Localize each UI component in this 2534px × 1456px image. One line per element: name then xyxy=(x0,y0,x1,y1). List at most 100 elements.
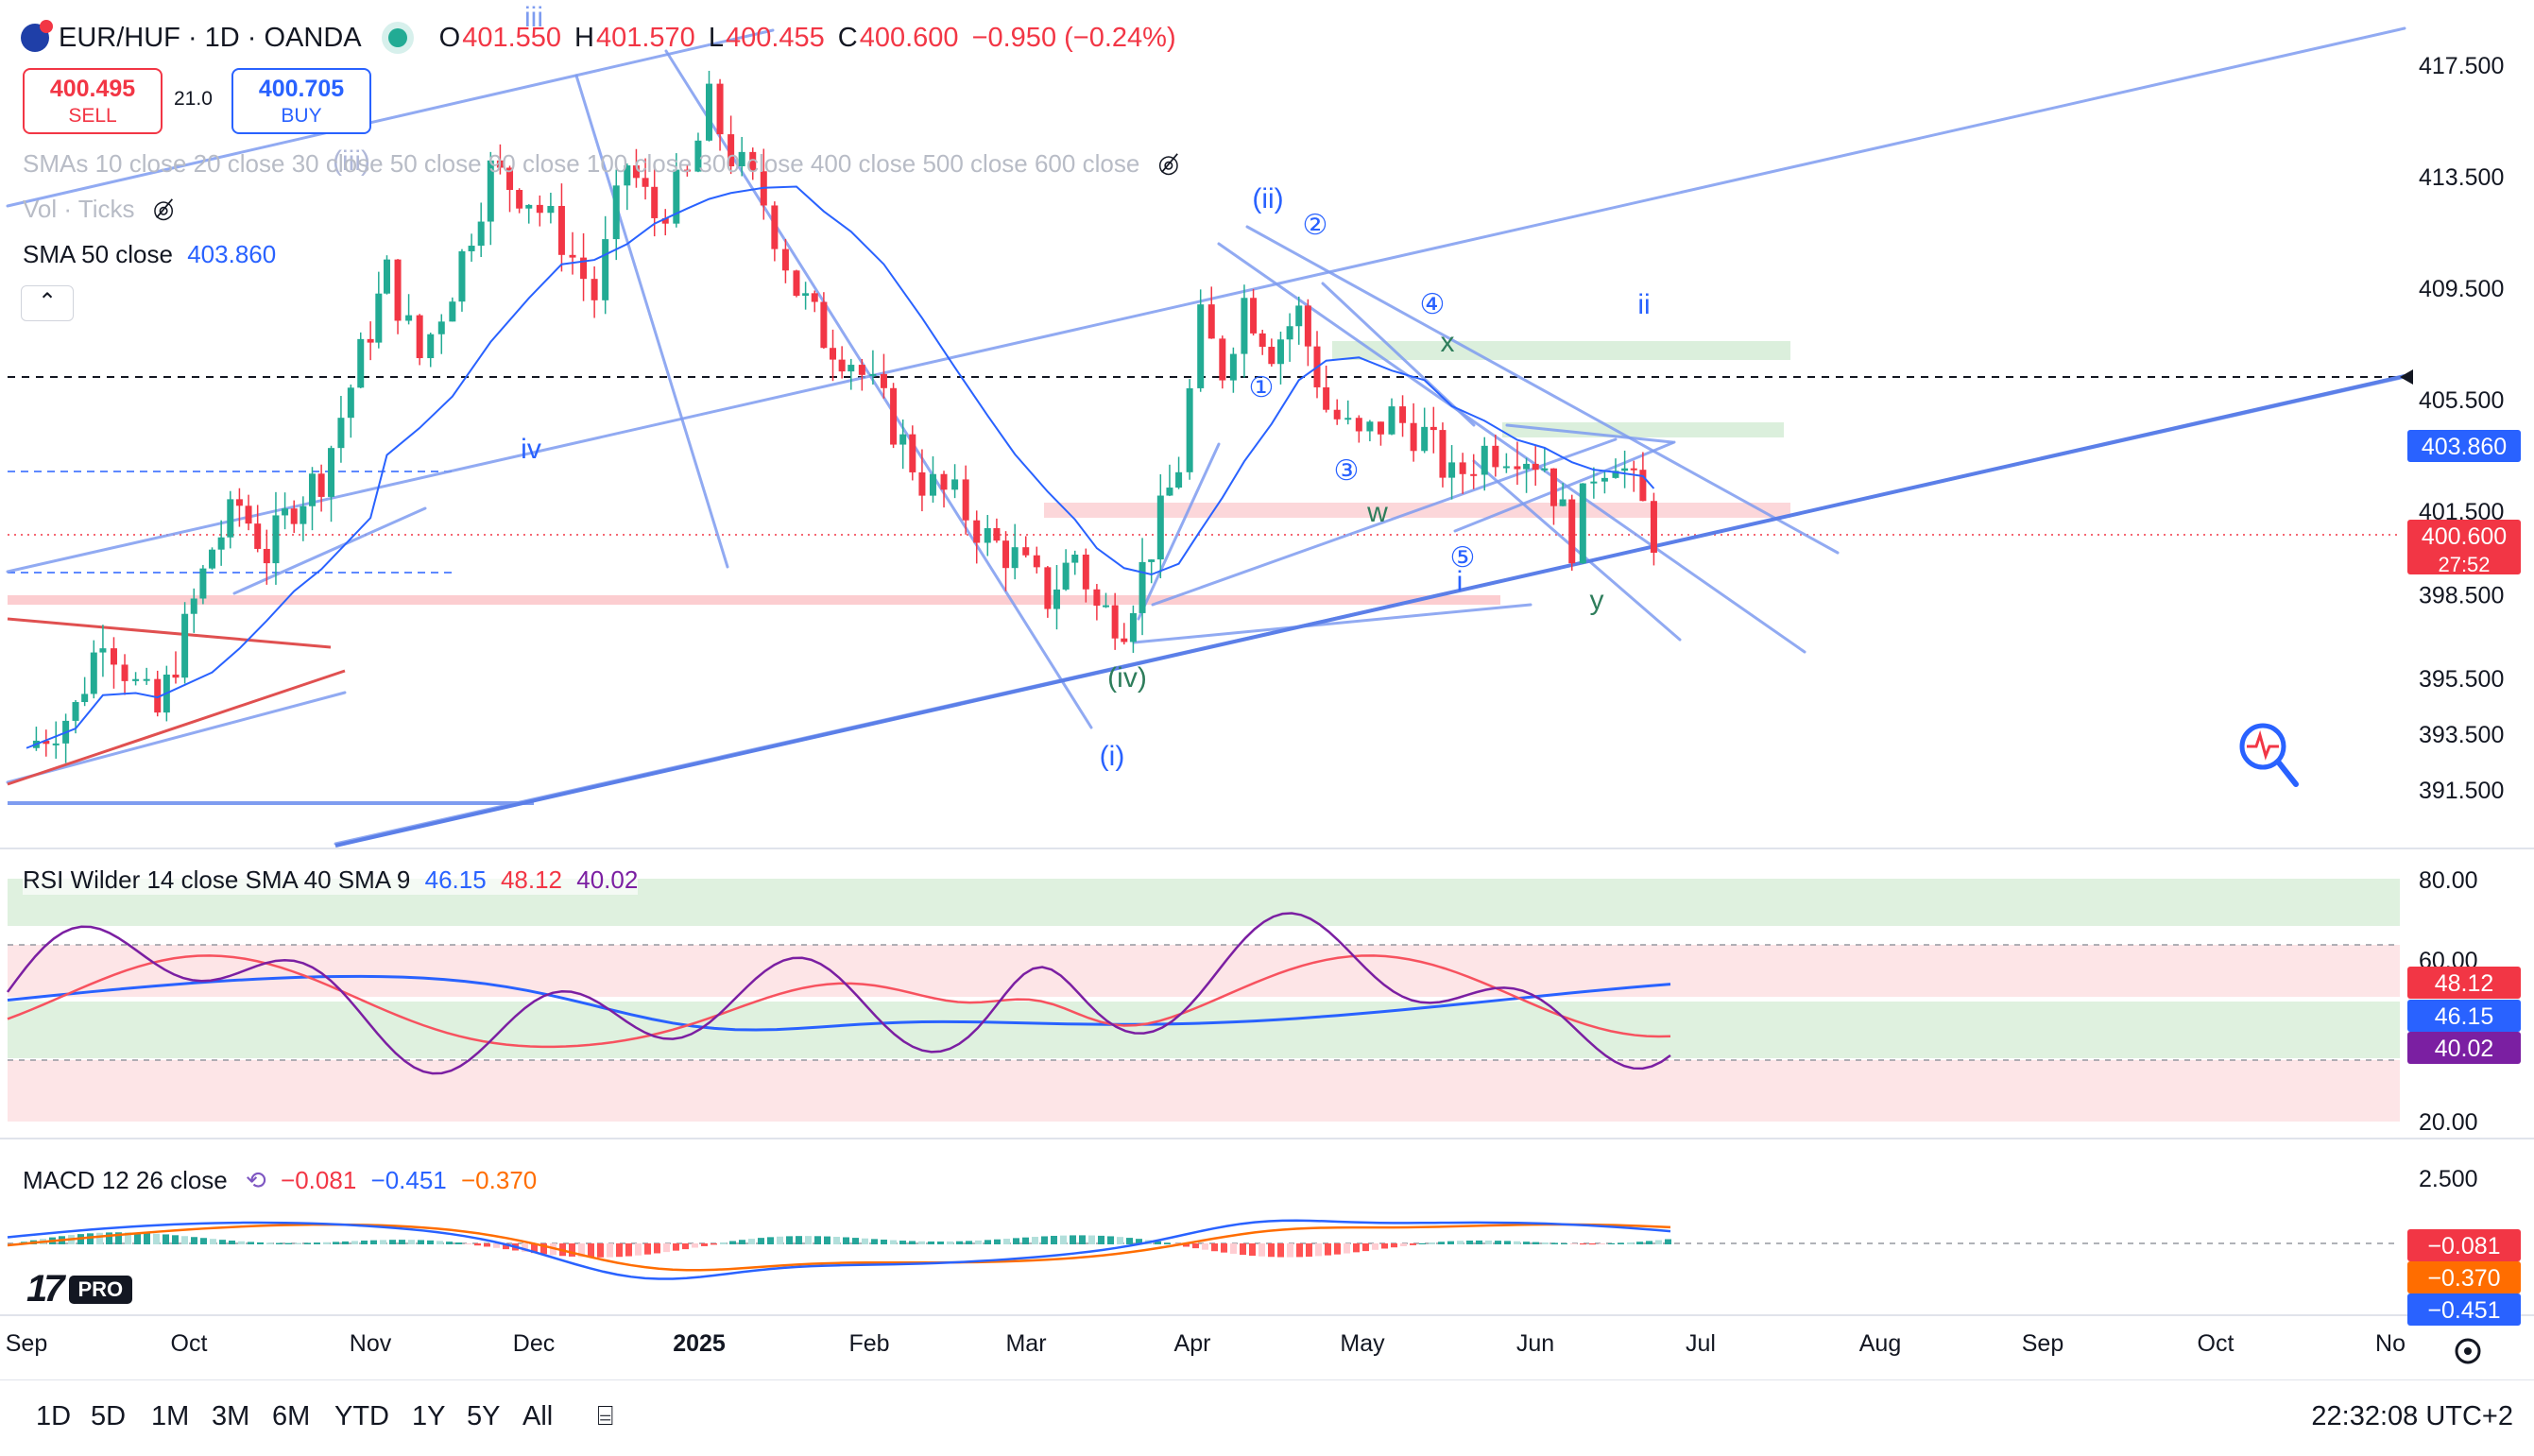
wave-label: w xyxy=(1366,497,1388,528)
line-end-marker xyxy=(2400,369,2413,385)
candle-body xyxy=(1139,561,1146,613)
refresh-icon[interactable]: ⟲ xyxy=(246,1166,266,1194)
macd-histogram-bar xyxy=(796,1236,802,1244)
macd-histogram-bar xyxy=(1315,1243,1322,1257)
wave-label: ③ xyxy=(1334,455,1360,487)
wave-label: iii xyxy=(524,2,543,33)
candle-body xyxy=(890,387,898,445)
eye-hidden-icon[interactable]: ◎̸ xyxy=(1157,149,1180,178)
timeframe-all[interactable]: All xyxy=(522,1401,554,1431)
macd-histogram-bar xyxy=(1447,1241,1454,1244)
macd-value-badge xyxy=(2407,1293,2521,1326)
macd-histogram-bar xyxy=(1325,1243,1331,1256)
candle-body xyxy=(245,505,252,524)
macd-legend[interactable]: MACD 12 26 close ⟲ −0.081 −0.451 −0.370 xyxy=(23,1166,537,1195)
timeframe-5y[interactable]: 5Y xyxy=(467,1401,501,1431)
macd-histogram-bar xyxy=(531,1243,538,1254)
macd-histogram-bar xyxy=(588,1243,594,1258)
zone-green xyxy=(1502,422,1784,437)
candle-body xyxy=(706,83,712,141)
candle-body xyxy=(1062,562,1070,590)
price-axis-label: 417.500 xyxy=(2419,53,2504,79)
candle-body xyxy=(1399,406,1407,423)
collapse-legend-button[interactable]: ⌃ xyxy=(21,285,74,321)
wave-label: (iii) xyxy=(333,146,370,177)
candle-body xyxy=(308,473,316,506)
candle-body xyxy=(1550,468,1557,506)
timeframe-1m[interactable]: 1M xyxy=(151,1401,190,1431)
macd-histogram-bar xyxy=(1457,1241,1464,1244)
macd-histogram-bar xyxy=(852,1238,859,1244)
macd-histogram-bar xyxy=(881,1239,887,1244)
candle-body xyxy=(1601,477,1608,482)
macd-histogram-bar xyxy=(1306,1243,1312,1258)
candle-body xyxy=(317,473,325,497)
candle-body xyxy=(1639,470,1647,502)
sma50-legend-label: SMA 50 close xyxy=(23,240,173,268)
macd-histogram-bar xyxy=(474,1243,481,1246)
candle-body xyxy=(1229,353,1237,381)
macd-histogram-bar xyxy=(1665,1239,1671,1244)
macd-histogram-bar xyxy=(153,1233,160,1244)
macd-histogram-bar xyxy=(1495,1241,1501,1244)
zone-red xyxy=(8,595,1500,605)
macd-histogram-bar xyxy=(1202,1243,1208,1250)
macd-histogram-bar xyxy=(1164,1242,1171,1244)
symbol-header[interactable]: EUR/HUF · 1D · OANDA O 401.550 H 401.570 L… xyxy=(21,17,1190,59)
macd-histogram-bar xyxy=(1249,1243,1256,1257)
timeframe-ytd[interactable]: YTD xyxy=(334,1401,389,1431)
macd-value-badge xyxy=(2407,1229,2521,1261)
candle-body xyxy=(1481,445,1488,475)
candle-body xyxy=(81,694,89,703)
rsi-band-low xyxy=(8,1060,2400,1122)
sell-button[interactable]: 400.495 SELL xyxy=(23,68,163,134)
candle-body xyxy=(357,338,365,388)
buy-button[interactable]: 400.705 BUY xyxy=(231,68,371,134)
volume-legend-label: Vol · Ticks xyxy=(23,195,135,223)
macd-histogram-bar xyxy=(682,1243,689,1250)
candle-body xyxy=(557,205,565,255)
date-range-icon[interactable]: ⌸ xyxy=(597,1401,614,1431)
candle-body xyxy=(1502,466,1510,469)
macd-histogram-bar xyxy=(1136,1239,1142,1244)
timeframe-1y[interactable]: 1Y xyxy=(412,1401,446,1431)
macd-histogram-bar xyxy=(181,1236,188,1244)
candle-body xyxy=(1156,495,1164,560)
macd-histogram-bar xyxy=(219,1240,226,1244)
settings-gear-icon xyxy=(2464,1347,2472,1355)
rsi-legend[interactable]: RSI Wilder 14 close SMA 40 SMA 9 46.15 4… xyxy=(23,865,639,895)
tradingview-logo[interactable]: 17 PRO xyxy=(26,1268,133,1310)
timeframe-6m[interactable]: 6M xyxy=(272,1401,311,1431)
smas-legend[interactable]: SMAs 10 close 20 close 30 close 50 close… xyxy=(23,149,1179,179)
candle-body xyxy=(468,246,475,251)
sma50-price-badge xyxy=(2407,430,2521,462)
candle-body xyxy=(811,293,818,302)
eye-hidden-icon[interactable]: ◎̸ xyxy=(152,195,175,223)
sma50-legend[interactable]: SMA 50 close 403.860 xyxy=(23,240,276,269)
candle-body xyxy=(661,217,669,224)
timeframe-1d[interactable]: 1D xyxy=(36,1401,72,1431)
macd-histogram-bar xyxy=(1618,1242,1624,1244)
trend-line xyxy=(1217,242,1806,654)
macd-histogram-bar xyxy=(1051,1235,1057,1244)
wave-label: ⑤ xyxy=(1450,542,1476,574)
time-axis-label: Dec xyxy=(513,1330,555,1357)
volume-legend[interactable]: Vol · Ticks ◎̸ xyxy=(23,195,174,224)
timeframe-3m[interactable]: 3M xyxy=(212,1401,250,1431)
timeframe-5d[interactable]: 5D xyxy=(91,1401,127,1431)
clock-timezone[interactable]: 22:32:08 UTC+2 xyxy=(2311,1401,2513,1431)
candle-body xyxy=(1590,481,1598,484)
candle-body xyxy=(1197,304,1205,388)
candle-body xyxy=(1002,540,1010,569)
macd-histogram-bar xyxy=(1088,1235,1095,1244)
macd-histogram-bar xyxy=(720,1242,727,1244)
price-axis-label: 398.500 xyxy=(2419,583,2504,609)
trend-line xyxy=(6,28,775,208)
rsi-value-badge-text: 46.15 xyxy=(2435,1003,2494,1030)
macd-histogram-bar xyxy=(1372,1243,1378,1250)
macd-histogram-bar xyxy=(1542,1242,1549,1244)
candle-body xyxy=(1241,298,1248,354)
symbol-title[interactable]: EUR/HUF · 1D · OANDA xyxy=(59,22,362,53)
macd-histogram-bar xyxy=(455,1242,462,1244)
candle-body xyxy=(437,321,445,334)
